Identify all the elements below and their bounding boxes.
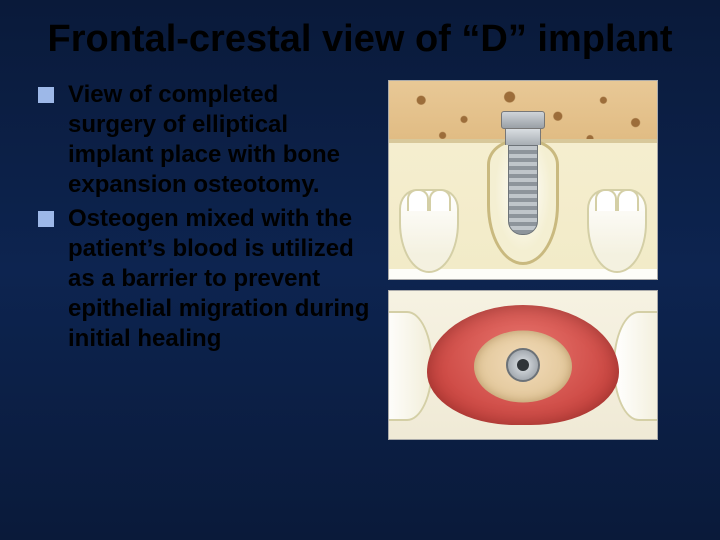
bullet-list: View of completed surgery of elliptical … <box>20 80 370 440</box>
content-row: View of completed surgery of elliptical … <box>0 72 720 440</box>
implant-cover-screw-top <box>506 348 540 382</box>
implant-cover-screw <box>501 111 545 129</box>
bullet-text: View of completed surgery of elliptical … <box>68 80 370 200</box>
bullet-text: Osteogen mixed with the patient’s blood … <box>68 204 370 354</box>
figure-column <box>388 80 700 440</box>
slide-title: Frontal-crestal view of “D” implant <box>0 0 720 72</box>
implant-neck <box>505 129 541 145</box>
figure-crestal-view <box>388 290 658 440</box>
bullet-square-icon <box>38 211 54 227</box>
list-item: Osteogen mixed with the patient’s blood … <box>38 204 370 354</box>
list-item: View of completed surgery of elliptical … <box>38 80 370 200</box>
implant-threaded-body <box>508 145 538 235</box>
adjacent-tooth-left <box>388 311 433 421</box>
d-implant <box>503 111 543 235</box>
figure-frontal-cross-section <box>388 80 658 280</box>
adjacent-tooth-right <box>613 311 658 421</box>
bullet-square-icon <box>38 87 54 103</box>
